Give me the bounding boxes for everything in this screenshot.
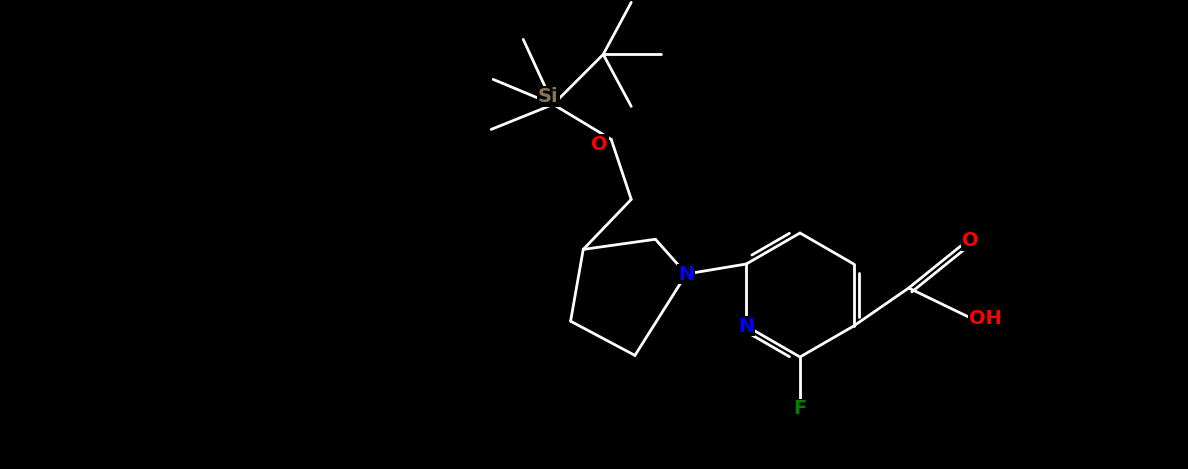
Text: OH: OH [969, 309, 1003, 327]
Text: F: F [794, 400, 807, 418]
Text: O: O [962, 232, 979, 250]
Text: Si: Si [538, 87, 558, 106]
Text: N: N [678, 265, 695, 283]
Text: N: N [738, 317, 754, 335]
Text: O: O [590, 135, 607, 154]
